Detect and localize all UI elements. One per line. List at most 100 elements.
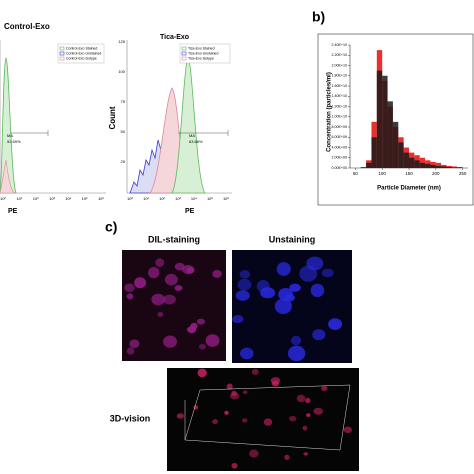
y-tick-label: 1.00E+10 — [332, 115, 348, 119]
x-tick-label: 200 — [432, 171, 440, 176]
cell — [263, 418, 273, 426]
cell — [157, 311, 164, 318]
micrograph — [232, 250, 352, 363]
cell — [271, 380, 280, 387]
cell — [229, 392, 240, 400]
y-tick-label: 8.00E+09 — [332, 125, 348, 129]
histogram-bar — [451, 166, 458, 168]
x-tick-label: 10² — [159, 196, 165, 201]
image-title: DIL-staining — [148, 234, 200, 244]
cell — [224, 410, 229, 415]
gate-value: 92.69% — [7, 139, 21, 144]
cell — [205, 334, 220, 347]
cell — [239, 270, 251, 279]
gate-label: MA — [189, 133, 195, 138]
x-tick-label: 10⁰ — [0, 196, 6, 201]
x-tick-label: 150 — [405, 171, 413, 176]
cell — [278, 288, 294, 301]
cell — [249, 449, 259, 458]
y-tick-label: 125 — [118, 39, 125, 44]
histogram-bar — [360, 167, 367, 168]
cell — [148, 266, 160, 279]
cell — [129, 339, 140, 349]
x-label: Particle Diameter (nm) — [377, 186, 441, 192]
grid-3d — [184, 439, 341, 451]
y-label: Concentration (particles/ml) — [327, 72, 333, 152]
panel-label: c) — [105, 219, 117, 235]
cell — [343, 426, 352, 434]
y-label: Count — [108, 106, 117, 129]
cell — [240, 347, 254, 360]
y-tick-label: 2.40E+10 — [332, 43, 348, 47]
grid-3d — [339, 384, 351, 451]
histogram-bar — [398, 142, 404, 168]
cell — [197, 368, 207, 378]
cytometry-plot — [126, 40, 232, 194]
cell — [251, 368, 259, 375]
cell — [241, 418, 248, 423]
cell — [155, 258, 165, 267]
cell — [321, 268, 334, 278]
cell — [284, 454, 290, 460]
histogram-bar — [446, 166, 452, 168]
cell — [242, 390, 248, 395]
histogram-bar — [435, 165, 442, 168]
grid-3d — [199, 384, 351, 391]
cell — [212, 270, 222, 278]
histogram-bar — [451, 167, 458, 168]
cell — [287, 345, 306, 362]
cell — [299, 265, 318, 282]
x-tick-label: 10⁶ — [98, 196, 104, 201]
cell — [306, 413, 311, 418]
chart-frame — [317, 33, 474, 206]
cell — [126, 293, 134, 300]
histogram-bar — [371, 137, 377, 168]
y-tick-label: 75 — [121, 99, 126, 104]
histogram-bar — [414, 160, 420, 168]
micrograph — [167, 368, 359, 471]
y-tick-label: 100 — [118, 69, 125, 74]
x-label: PE — [8, 208, 18, 215]
x-tick-label: 10⁵ — [207, 196, 213, 201]
histogram-bar — [392, 121, 399, 168]
legend-swatch — [59, 51, 65, 56]
y-tick-label: 4.00E+09 — [332, 145, 348, 149]
x-tick-label: 50 — [353, 171, 359, 176]
histogram-bar — [409, 157, 415, 168]
x-tick-label: 10⁰ — [127, 196, 133, 201]
legend-swatch — [181, 46, 187, 51]
x-tick-label: 10⁴ — [65, 196, 71, 201]
legend-label: Tica-Exo Stained — [188, 46, 215, 50]
cell — [174, 285, 183, 291]
y-tick-label: 0.00E+00 — [332, 166, 348, 170]
cell — [182, 264, 195, 275]
cell — [303, 452, 309, 456]
x-tick-label: 10⁵ — [82, 196, 88, 201]
cell — [126, 347, 135, 355]
y-tick-label: 1.60E+10 — [332, 84, 348, 88]
y-tick-label: 2.00E+10 — [332, 63, 348, 67]
panel-title: Control-Exo — [4, 22, 50, 31]
legend-swatch — [181, 51, 187, 56]
gate-value: 63.68% — [189, 139, 203, 144]
histogram-bar — [441, 166, 447, 168]
legend-label: Control-Exo Isotype — [66, 56, 97, 60]
panel-label: b) — [312, 9, 325, 25]
cell — [196, 318, 206, 325]
y-tick-label: 6.00E+09 — [332, 135, 348, 139]
histogram-bar — [366, 162, 372, 168]
panel-title: Tica-Exo — [160, 34, 189, 41]
y-tick-label: 2.00E+09 — [332, 156, 348, 160]
cell — [190, 322, 198, 330]
legend-label: Tica-Exo Isotype — [188, 56, 214, 60]
cell — [290, 335, 302, 346]
histogram-bar — [382, 75, 388, 168]
cell — [289, 283, 301, 292]
image-title: Unstaining — [269, 234, 316, 244]
histogram-bar — [425, 163, 431, 168]
cell — [321, 385, 328, 391]
legend-swatch — [59, 46, 65, 51]
cell — [313, 407, 324, 415]
cell — [305, 397, 311, 404]
